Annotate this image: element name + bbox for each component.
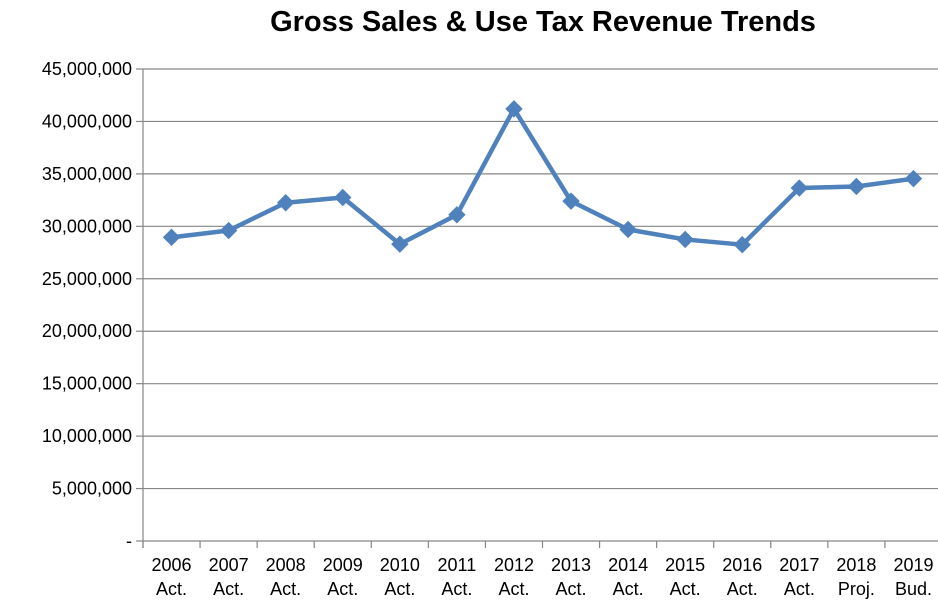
x-tick-label-sub: Act. bbox=[384, 579, 415, 599]
x-tick-label: 2019 bbox=[893, 555, 933, 575]
data-point-marker bbox=[334, 188, 352, 207]
x-tick-label-sub: Act. bbox=[670, 579, 701, 599]
x-tick-label-sub: Act. bbox=[327, 579, 358, 599]
data-point-marker bbox=[162, 228, 181, 247]
x-tick-label: 2006 bbox=[152, 555, 192, 575]
y-tick-label: 45,000,000 bbox=[42, 59, 132, 79]
x-tick-label-sub: Act. bbox=[784, 579, 815, 599]
x-tick-label: 2015 bbox=[665, 555, 705, 575]
y-tick-label: 25,000,000 bbox=[42, 269, 132, 289]
y-tick-label: 15,000,000 bbox=[42, 374, 132, 394]
x-tick-label-sub: Act. bbox=[498, 579, 529, 599]
x-tick-label: 2010 bbox=[380, 555, 420, 575]
x-tick-label-sub: Act. bbox=[213, 579, 244, 599]
data-point-marker bbox=[847, 177, 866, 196]
y-tick-label: 5,000,000 bbox=[52, 479, 132, 499]
data-point-marker bbox=[276, 194, 295, 212]
data-point-marker bbox=[391, 235, 409, 253]
x-tick-label-sub: Act. bbox=[441, 579, 472, 599]
x-tick-label-sub: Act. bbox=[156, 579, 187, 599]
x-tick-label-sub: Proj. bbox=[838, 579, 875, 599]
x-tick-label-sub: Act. bbox=[727, 579, 758, 599]
data-point-marker bbox=[448, 206, 466, 224]
y-tick-label: 10,000,000 bbox=[42, 426, 132, 446]
data-point-marker bbox=[904, 169, 923, 188]
x-tick-label-sub: Act. bbox=[613, 579, 644, 599]
data-point-marker bbox=[790, 179, 809, 197]
y-tick-label: 30,000,000 bbox=[42, 216, 132, 236]
x-tick-label-sub: Bud. bbox=[895, 579, 932, 599]
y-tick-label: 35,000,000 bbox=[42, 164, 132, 184]
x-tick-label: 2014 bbox=[608, 555, 648, 575]
x-tick-label: 2007 bbox=[209, 555, 249, 575]
x-tick-label: 2013 bbox=[551, 555, 591, 575]
data-point-marker bbox=[219, 221, 238, 240]
x-tick-label: 2018 bbox=[836, 555, 876, 575]
x-tick-label: 2008 bbox=[266, 555, 306, 575]
y-tick-label: - bbox=[126, 531, 132, 551]
x-tick-label: 2012 bbox=[494, 555, 534, 575]
data-point-marker bbox=[619, 220, 637, 239]
data-point-marker bbox=[733, 235, 751, 254]
x-tick-label-sub: Act. bbox=[270, 579, 301, 599]
x-tick-label: 2017 bbox=[779, 555, 819, 575]
x-tick-label: 2011 bbox=[438, 555, 477, 575]
x-tick-label-sub: Act. bbox=[556, 579, 587, 599]
x-tick-label: 2009 bbox=[323, 555, 363, 575]
series-line bbox=[171, 106, 914, 247]
data-point-marker bbox=[676, 230, 694, 249]
x-tick-label: 2016 bbox=[722, 555, 762, 575]
chart-title: Gross Sales & Use Tax Revenue Trends bbox=[270, 6, 816, 38]
y-tick-label: 40,000,000 bbox=[42, 111, 132, 131]
data-point-marker bbox=[505, 100, 523, 118]
y-tick-label: 20,000,000 bbox=[42, 321, 132, 341]
data-point-marker bbox=[562, 192, 580, 210]
